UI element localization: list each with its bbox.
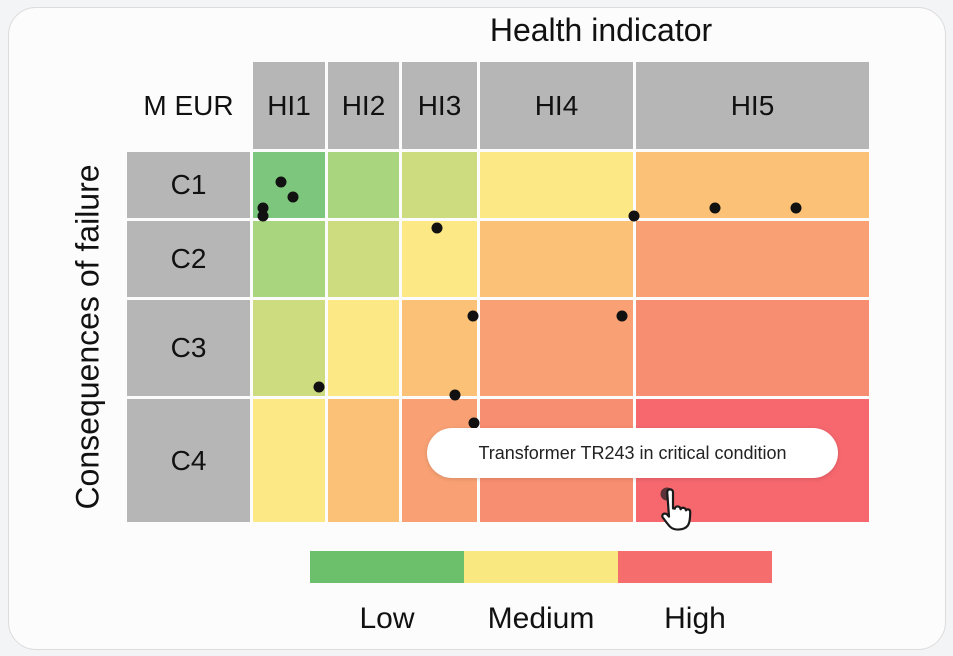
matrix-cell-c4-hi1[interactable] bbox=[253, 399, 325, 522]
data-point[interactable] bbox=[790, 202, 802, 214]
row-header-c4: C4 bbox=[127, 399, 250, 522]
matrix-cell-c2-hi2[interactable] bbox=[328, 221, 399, 297]
matrix-cell-c1-hi3[interactable] bbox=[402, 152, 477, 218]
hand-cursor-icon bbox=[661, 488, 692, 531]
data-point[interactable] bbox=[709, 202, 721, 214]
legend-segment-high bbox=[618, 551, 772, 583]
y-axis-title: Consequences of failure bbox=[69, 164, 106, 510]
legend-label-medium: Medium bbox=[487, 602, 595, 635]
column-header-hi4: HI4 bbox=[480, 62, 633, 149]
legend-label-low: Low bbox=[359, 602, 415, 635]
legend-color-bar bbox=[310, 551, 772, 583]
data-point[interactable] bbox=[313, 381, 325, 393]
matrix-cell-c3-hi3[interactable] bbox=[402, 300, 477, 396]
matrix-cell-c2-hi5[interactable] bbox=[636, 221, 869, 297]
column-header-hi5: HI5 bbox=[636, 62, 869, 149]
data-point[interactable] bbox=[468, 417, 480, 429]
tooltip-text: Transformer TR243 in critical condition bbox=[478, 442, 787, 463]
row-header-c1: C1 bbox=[127, 152, 250, 218]
data-point[interactable] bbox=[628, 210, 640, 222]
matrix-cell-c3-hi2[interactable] bbox=[328, 300, 399, 396]
column-header-hi1: HI1 bbox=[253, 62, 325, 149]
matrix-cell-c2-hi3[interactable] bbox=[402, 221, 477, 297]
row-header-c3: C3 bbox=[127, 300, 250, 396]
matrix-cell-c3-hi5[interactable] bbox=[636, 300, 869, 396]
data-point[interactable] bbox=[257, 202, 269, 214]
legend-labels: Low Medium High bbox=[310, 602, 772, 636]
matrix-cell-c3-hi1[interactable] bbox=[253, 300, 325, 396]
matrix-cell-c1-hi4[interactable] bbox=[480, 152, 633, 218]
matrix-cell-c3-hi4[interactable] bbox=[480, 300, 633, 396]
matrix-cell-c1-hi2[interactable] bbox=[328, 152, 399, 218]
legend-segment-low bbox=[310, 551, 464, 583]
row-header-c2: C2 bbox=[127, 221, 250, 297]
risk-matrix: M EUR HI1 HI2 HI3 HI4 HI5 C1 C2 C3 C4 bbox=[127, 62, 869, 522]
column-header-hi3: HI3 bbox=[402, 62, 477, 149]
matrix-cell-c2-hi4[interactable] bbox=[480, 221, 633, 297]
data-point[interactable] bbox=[287, 191, 299, 203]
x-axis-title: Health indicator bbox=[489, 12, 713, 48]
tooltip: Transformer TR243 in critical condition bbox=[427, 428, 838, 478]
data-point[interactable] bbox=[431, 222, 443, 234]
legend-segment-medium bbox=[464, 551, 618, 583]
matrix-cell-c1-hi5[interactable] bbox=[636, 152, 869, 218]
data-point[interactable] bbox=[616, 310, 628, 322]
legend-label-high: High bbox=[664, 602, 726, 635]
data-point[interactable] bbox=[449, 389, 461, 401]
column-header-hi2: HI2 bbox=[328, 62, 399, 149]
data-point[interactable] bbox=[257, 210, 269, 222]
data-point[interactable] bbox=[467, 310, 479, 322]
unit-label-cell: M EUR bbox=[143, 89, 234, 121]
data-point[interactable] bbox=[275, 176, 287, 188]
matrix-cell-c4-hi2[interactable] bbox=[328, 399, 399, 522]
matrix-cell-c2-hi1[interactable] bbox=[253, 221, 325, 297]
